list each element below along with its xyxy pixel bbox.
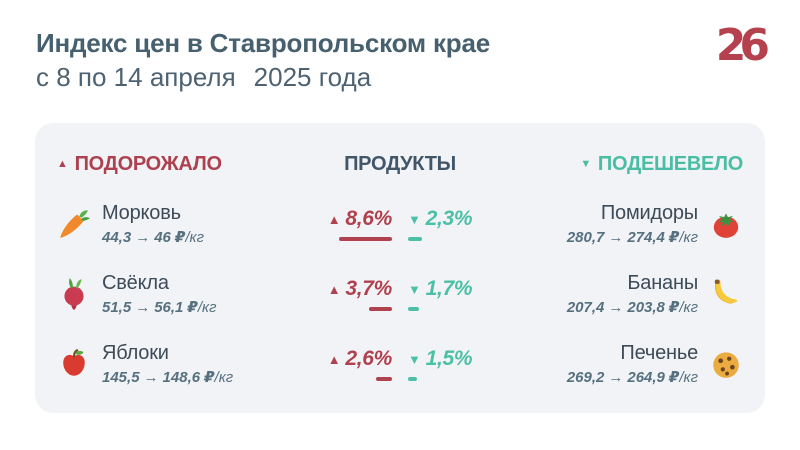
up-triangle-icon: ▲ <box>327 211 341 227</box>
increase-percent: 3,7% <box>345 277 392 300</box>
ruble-sign: ₽ <box>668 369 680 386</box>
ruble-sign: ₽ <box>187 299 198 316</box>
increase-percent: 8,6% <box>345 207 392 230</box>
product-price: 44,3 → 46 ₽/кг <box>102 229 204 246</box>
product-price: 207,4 → 203,8 ₽/кг <box>566 299 698 316</box>
tomato-icon <box>709 207 743 241</box>
product-item-carrot: Морковь 44,3 → 46 ₽/кг <box>57 202 293 246</box>
up-triangle-icon: ▲ <box>57 157 68 170</box>
product-name: Бананы <box>627 272 698 294</box>
product-name: Свёкла <box>102 272 169 294</box>
price-index-card: ▲ ПОДОРОЖАЛО ПРОДУКТЫ ▼ ПОДЕШЕВЕЛО Морко… <box>35 123 765 413</box>
stat-increase: ▲ 8,6% <box>328 207 392 241</box>
column-header-increased: ▲ ПОДОРОЖАЛО <box>57 153 293 176</box>
increase-bar <box>369 307 392 311</box>
change-stats-row-1: ▲ 8,6% ▼ 2,3% <box>293 207 507 241</box>
increase-percent: 2,6% <box>345 347 392 370</box>
arrow-icon: → <box>608 299 624 316</box>
page-subtitle: с 8 по 14 апреля 2025 года <box>36 62 490 94</box>
column-header-increased-label: ПОДОРОЖАЛО <box>74 152 223 175</box>
down-triangle-icon: ▼ <box>580 157 591 170</box>
down-triangle-icon: ▼ <box>408 211 421 227</box>
column-header-products: ПРОДУКТЫ <box>344 152 456 175</box>
up-triangle-icon: ▲ <box>327 281 341 297</box>
product-price: 280,7 → 274,4 ₽/кг <box>566 229 698 246</box>
decrease-bar <box>408 237 422 241</box>
product-item-banana: Бананы 207,4 → 203,8 ₽/кг <box>507 272 743 316</box>
up-triangle-icon: ▲ <box>327 351 341 367</box>
product-item-tomato: Помидоры 280,7 → 274,4 ₽/кг <box>507 202 743 246</box>
product-name: Печенье <box>620 342 698 364</box>
decrease-percent: 1,7% <box>425 277 473 300</box>
ruble-sign: ₽ <box>204 369 215 386</box>
arrow-icon: → <box>135 229 151 246</box>
product-name: Яблоки <box>102 342 169 364</box>
ruble-sign: ₽ <box>668 229 680 246</box>
header: Индекс цен в Ставропольском крае с 8 по … <box>36 28 490 93</box>
down-triangle-icon: ▼ <box>408 351 421 367</box>
change-stats-row-2: ▲ 3,7% ▼ 1,7% <box>293 277 507 311</box>
stat-decrease: ▼ 1,7% <box>408 277 473 311</box>
product-item-cookie: Печенье 269,2 → 264,9 ₽/кг <box>507 342 743 386</box>
ruble-sign: ₽ <box>668 299 680 316</box>
product-price: 51,5 → 56,1 ₽/кг <box>102 299 217 316</box>
product-item-apple: Яблоки 145,5 → 148,6 ₽/кг <box>57 342 293 386</box>
column-header-decreased-label: ПОДЕШЕВЕЛО <box>597 152 743 175</box>
product-price: 145,5 → 148,6 ₽/кг <box>102 369 234 386</box>
increase-bar <box>376 377 392 381</box>
column-header-decreased: ▼ ПОДЕШЕВЕЛО <box>507 153 743 176</box>
increase-bar <box>339 237 392 241</box>
arrow-icon: → <box>608 229 624 246</box>
arrow-icon: → <box>608 369 624 386</box>
down-triangle-icon: ▼ <box>408 281 421 297</box>
carrot-icon <box>57 207 91 241</box>
decrease-percent: 1,5% <box>425 347 473 370</box>
stat-decrease: ▼ 2,3% <box>408 207 473 241</box>
banana-icon <box>709 277 743 311</box>
channel-26-logo: 26 <box>715 20 770 71</box>
product-price: 269,2 → 264,9 ₽/кг <box>566 369 698 386</box>
date-range: с 8 по 14 апреля <box>36 61 236 92</box>
product-name: Помидоры <box>600 202 698 224</box>
stat-increase: ▲ 2,6% <box>328 347 392 381</box>
apple-icon <box>57 347 91 381</box>
year-label: 2025 года <box>253 61 372 92</box>
page-title: Индекс цен в Ставропольском крае <box>36 28 490 58</box>
ruble-sign: ₽ <box>174 229 186 246</box>
beet-icon <box>57 277 91 311</box>
decrease-percent: 2,3% <box>425 207 473 230</box>
arrow-icon: → <box>143 369 159 386</box>
decrease-bar <box>408 307 419 311</box>
decrease-bar <box>408 377 417 381</box>
product-name: Морковь <box>102 202 181 224</box>
cookie-icon <box>709 347 743 381</box>
price-grid: ▲ ПОДОРОЖАЛО ПРОДУКТЫ ▼ ПОДЕШЕВЕЛО Морко… <box>57 139 743 399</box>
stat-increase: ▲ 3,7% <box>328 277 392 311</box>
product-item-beet: Свёкла 51,5 → 56,1 ₽/кг <box>57 272 293 316</box>
stat-decrease: ▼ 1,5% <box>408 347 473 381</box>
change-stats-row-3: ▲ 2,6% ▼ 1,5% <box>293 347 507 381</box>
arrow-icon: → <box>135 299 151 316</box>
